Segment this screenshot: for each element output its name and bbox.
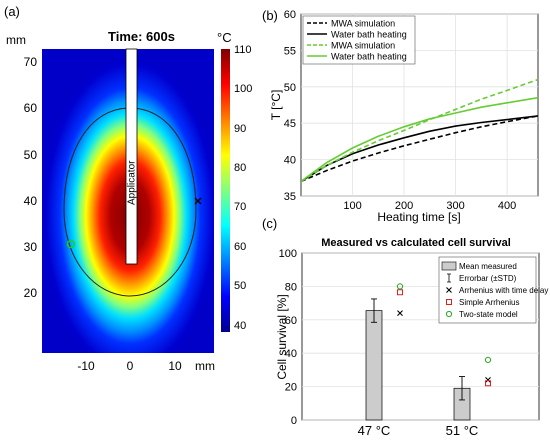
applicator — [125, 48, 138, 265]
y-tick-label: 60 — [24, 101, 38, 115]
heatmap-x-unit: mm — [195, 359, 215, 373]
bar — [365, 310, 383, 421]
x-tick-label: 400 — [498, 200, 516, 212]
colorbar-tick-label: 110 — [234, 44, 252, 56]
error-bar — [371, 298, 377, 323]
error-bar — [459, 376, 465, 401]
panel-b-label: (b) — [262, 8, 278, 23]
line-chart: 100 200 300 400 35 40 45 50 55 60 Heating time [s… — [269, 9, 539, 224]
line-chart-series — [301, 78, 538, 183]
line-chart-ylabel: T [°C] — [269, 90, 283, 121]
line-chart-xlabel: Heating time [s] — [377, 210, 460, 224]
legend-label: Mean measured — [459, 262, 517, 271]
colorbar-tick-label: 80 — [234, 162, 246, 174]
panel-a-label: (a) — [4, 4, 20, 19]
heatmap-marker-x — [194, 197, 202, 205]
y-tick-label: 45 — [284, 118, 296, 130]
heatmap-x-ticks: -10 0 10 — [77, 359, 182, 373]
y-tick-label: 60 — [285, 315, 297, 327]
y-tick-label: 60 — [284, 9, 296, 21]
legend-swatch — [446, 299, 452, 305]
series-line-0 — [301, 115, 538, 183]
y-tick-label: 20 — [285, 382, 297, 394]
y-tick-label: 40 — [24, 194, 38, 208]
legend-label: MWA simulation — [331, 41, 395, 51]
legend-label: Errorbar (±STD) — [459, 274, 517, 283]
legend-label: MWA simulation — [331, 19, 395, 29]
legend-label: Water bath heating — [331, 30, 407, 40]
legend-label: Arrhenius with time delay — [459, 286, 548, 295]
line-chart-axis-ticks: 100 200 300 400 35 40 45 50 55 60 — [284, 9, 517, 212]
y-tick-label: 40 — [284, 155, 296, 167]
y-tick-label: 35 — [284, 191, 296, 203]
heatmap-contour — [63, 107, 197, 297]
point-two-state — [396, 283, 404, 290]
y-tick-label: 55 — [284, 45, 296, 57]
colorbar-gradient — [221, 49, 230, 332]
y-tick-label: 0 — [291, 415, 297, 427]
x-tick-label: -10 — [77, 359, 95, 373]
y-tick-label: 80 — [285, 281, 297, 293]
y-tick-label: 50 — [284, 82, 296, 94]
colorbar: °C 110 100 90 80 70 60 50 40 — [217, 30, 252, 332]
point-two-state — [484, 356, 492, 363]
y-tick-label: 20 — [24, 286, 38, 300]
colorbar-tick-label: 60 — [234, 241, 246, 253]
legend-swatch — [441, 261, 457, 271]
series-line-3 — [301, 96, 538, 183]
y-tick-label: 50 — [24, 148, 38, 162]
x-tick-label: 300 — [446, 200, 464, 212]
colorbar-tick-label: 90 — [234, 123, 246, 135]
bar-chart-ylabel: Cell survival [%] — [275, 294, 289, 379]
heatmap-y-unit: mm — [6, 33, 26, 47]
y-tick-label: 40 — [285, 348, 297, 360]
x-tick-label: 51 °C — [446, 423, 479, 438]
y-tick-label: 30 — [24, 240, 38, 254]
x-tick-label: 10 — [168, 359, 182, 373]
legend-label: Water bath heating — [331, 52, 407, 62]
legend-swatch — [446, 287, 452, 293]
bar-chart-title: Measured vs calculated cell survival — [321, 237, 511, 249]
applicator-label: Applicator — [127, 160, 138, 205]
x-tick-label: 100 — [343, 200, 361, 212]
point-arrhenius-delay — [397, 310, 403, 317]
series-line-2 — [301, 78, 538, 183]
heatmap-plot: Applicator — [42, 48, 214, 353]
point-arrhenius-delay — [485, 377, 491, 383]
point-simple-arrhenius — [485, 380, 491, 387]
point-simple-arrhenius — [397, 289, 403, 296]
x-tick-label: 47 °C — [358, 423, 391, 438]
colorbar-tick-label: 50 — [234, 280, 246, 292]
heatmap-y-ticks: 70 60 50 40 30 20 — [24, 55, 38, 300]
bar-chart: Measured vs calculated cell survival 0 20… — [275, 237, 548, 438]
colorbar-tick-label: 100 — [234, 83, 252, 95]
colorbar-tick-label: 70 — [234, 201, 246, 213]
y-tick-label: 70 — [24, 55, 38, 69]
y-tick-label: 100 — [279, 248, 297, 260]
bar-chart-marks — [365, 283, 492, 421]
colorbar-tick-label: 40 — [234, 320, 246, 332]
x-tick-label: 200 — [395, 200, 413, 212]
legend-swatch — [445, 310, 453, 318]
colorbar-unit: °C — [217, 30, 232, 45]
legend-label: Two-state model — [459, 310, 518, 319]
legend-swatch — [447, 273, 451, 283]
x-tick-label: 0 — [127, 359, 134, 373]
bar-chart-legend: Mean measured Errorbar (±STD) Arrhenius wi… — [438, 256, 548, 324]
bar-chart-axis-ticks: 0 20 40 60 80 100 47 °C 51 °C — [279, 248, 479, 438]
heatmap-marker-circle — [66, 239, 76, 249]
legend-label: Simple Arrhenius — [459, 298, 519, 307]
heatmap-title: Time: 600s — [108, 29, 175, 44]
panel-c-label: (c) — [262, 216, 277, 231]
